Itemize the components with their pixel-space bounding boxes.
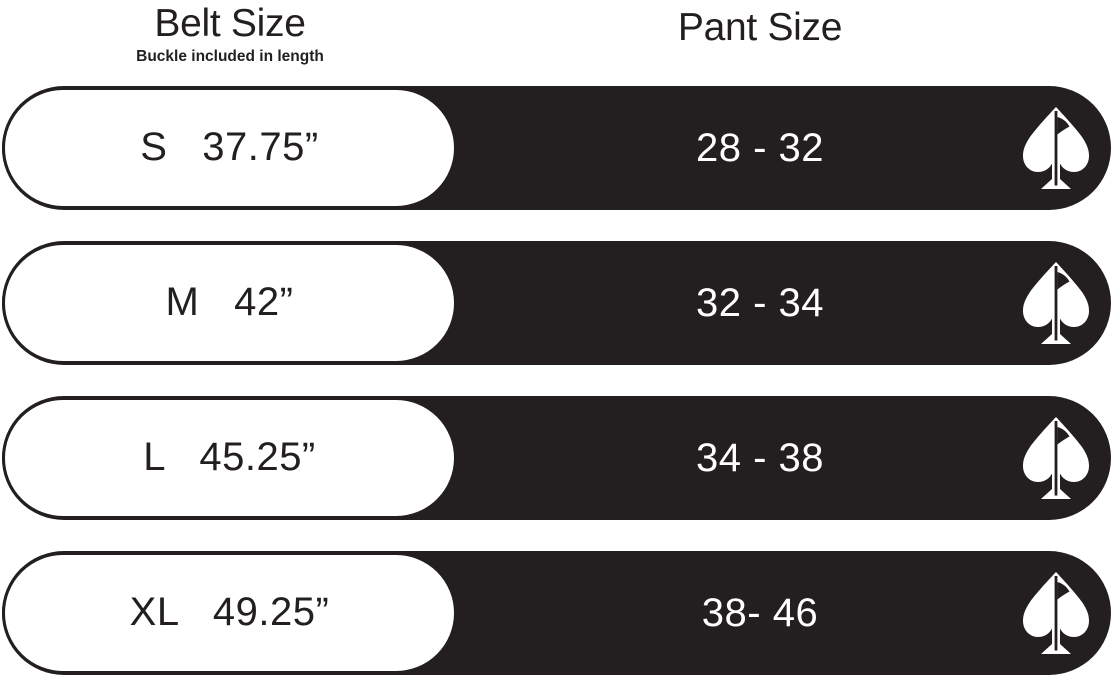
spade-icon xyxy=(1023,570,1089,656)
pant-size-header: Pant Size xyxy=(460,6,1060,50)
pant-size-title: Pant Size xyxy=(677,6,843,49)
pant-size-value: 38- 46 xyxy=(701,590,819,635)
spade-icon xyxy=(1023,105,1089,191)
pant-size-value: 32 - 34 xyxy=(695,280,825,325)
belt-size-subtitle: Buckle included in length xyxy=(136,48,324,65)
belt-size-pill: M 42” xyxy=(2,242,457,364)
belt-size-value: M 42” xyxy=(165,279,294,324)
belt-size-value: S 37.75” xyxy=(140,124,319,169)
chart-header: Belt Size Buckle included in length Pant… xyxy=(0,0,1113,86)
size-rows: S 37.75” 28 - 32 M 42” 32 - 34 xyxy=(0,86,1113,675)
pant-size-value: 34 - 38 xyxy=(695,435,825,480)
belt-size-header: Belt Size Buckle included in length xyxy=(0,2,460,67)
belt-size-title: Belt Size xyxy=(154,2,306,45)
table-row: L 45.25” 34 - 38 xyxy=(0,396,1113,520)
spade-icon xyxy=(1023,415,1089,501)
table-row: S 37.75” 28 - 32 xyxy=(0,86,1113,210)
belt-size-pill: S 37.75” xyxy=(2,87,457,209)
belt-size-pill: XL 49.25” xyxy=(2,552,457,674)
spade-icon xyxy=(1023,260,1089,346)
belt-size-value: XL 49.25” xyxy=(129,589,330,634)
belt-size-value: L 45.25” xyxy=(143,434,316,479)
table-row: M 42” 32 - 34 xyxy=(0,241,1113,365)
belt-size-pill: L 45.25” xyxy=(2,397,457,519)
pant-size-value: 28 - 32 xyxy=(695,125,825,170)
table-row: XL 49.25” 38- 46 xyxy=(0,551,1113,675)
